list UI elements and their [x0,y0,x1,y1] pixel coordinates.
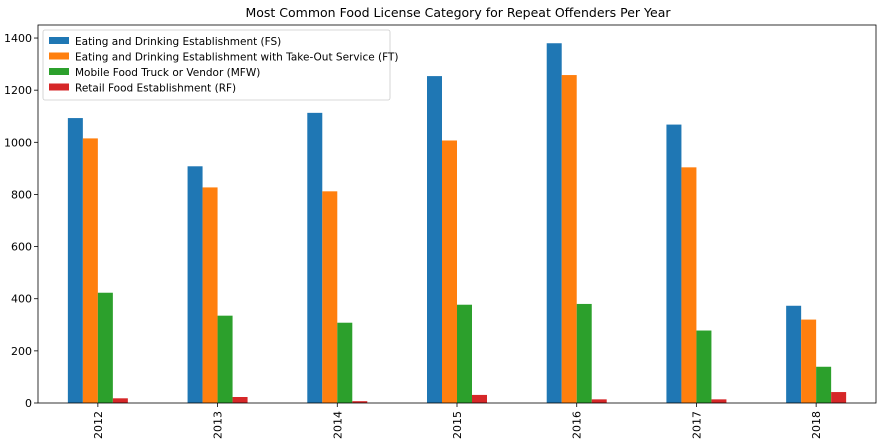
bar [696,330,712,403]
bar [337,322,353,403]
bar [307,112,323,403]
y-tick-label: 800 [11,188,32,201]
bar [187,166,203,403]
bar [576,303,592,403]
bar [112,398,128,403]
bar [82,138,98,403]
bar [681,167,697,403]
bar [217,315,233,403]
legend-swatch [49,37,69,44]
bar [427,76,442,403]
x-tick-label: 2014 [331,411,344,439]
chart-title: Most Common Food License Category for Re… [245,5,671,20]
bar [457,304,472,403]
x-tick-label: 2015 [451,411,464,439]
legend-swatch [49,83,69,91]
legend-box [42,29,391,101]
legend-swatch [49,52,69,60]
bar [666,124,682,403]
legend-label: Retail Food Establishment (RF) [75,83,236,95]
legend-label: Mobile Food Truck or Vendor (MFW) [75,67,260,79]
legend-label: Eating and Drinking Establishment (FS) [75,36,281,48]
y-tick-label: 400 [11,293,32,306]
x-tick-label: 2017 [690,411,703,439]
bar [786,305,802,403]
bar [801,319,817,403]
bar [711,399,727,403]
y-tick-label: 1000 [4,136,32,149]
bar [472,394,487,403]
y-tick-label: 1200 [4,84,32,97]
x-tick-label: 2012 [92,411,105,439]
bar [352,401,368,403]
bar [97,292,113,403]
legend-swatch [49,68,69,75]
y-tick-label: 1400 [4,32,32,45]
legend: Eating and Drinking Establishment (FS) Ea… [42,29,399,101]
legend-label: Eating and Drinking Establishment with T… [75,52,399,64]
x-tick-label: 2018 [810,411,823,439]
x-tick-label: 2013 [212,411,225,439]
bar [561,75,577,404]
bar [831,392,847,403]
bar [202,187,218,403]
bar [591,399,607,403]
y-tick-label: 200 [11,345,32,358]
bar [232,397,248,403]
y-tick-label: 600 [11,241,32,254]
bar [322,191,338,403]
bar [816,366,832,403]
x-tick-label: 2016 [571,411,584,439]
plot-frame [37,24,877,404]
bar [67,118,83,403]
bar [442,140,457,404]
bar [546,43,562,403]
y-tick-label: 0 [25,397,32,410]
